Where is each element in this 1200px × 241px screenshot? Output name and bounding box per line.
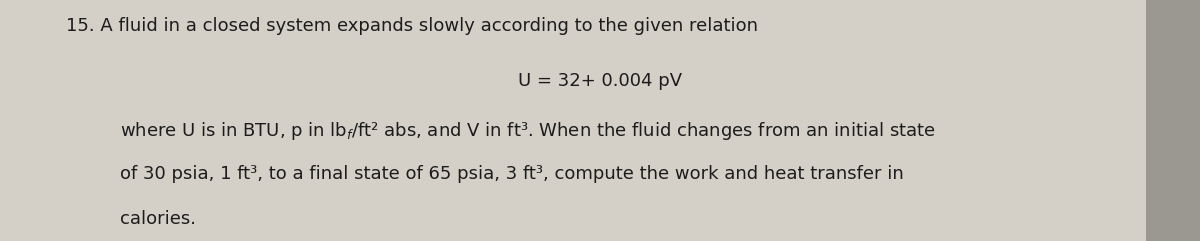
Bar [1146, 0, 1200, 241]
Text: where U is in BTU, p in lb$_f$/ft² abs, and V in ft³. When the fluid changes fro: where U is in BTU, p in lb$_f$/ft² abs, … [120, 120, 936, 142]
Text: of 30 psia, 1 ft³, to a final state of 65 psia, 3 ft³, compute the work and heat: of 30 psia, 1 ft³, to a final state of 6… [120, 165, 904, 183]
Text: calories.: calories. [120, 210, 196, 228]
Text: 15. A fluid in a closed system expands slowly according to the given relation: 15. A fluid in a closed system expands s… [66, 17, 758, 35]
Text: U = 32+ 0.004 pV: U = 32+ 0.004 pV [518, 72, 682, 90]
